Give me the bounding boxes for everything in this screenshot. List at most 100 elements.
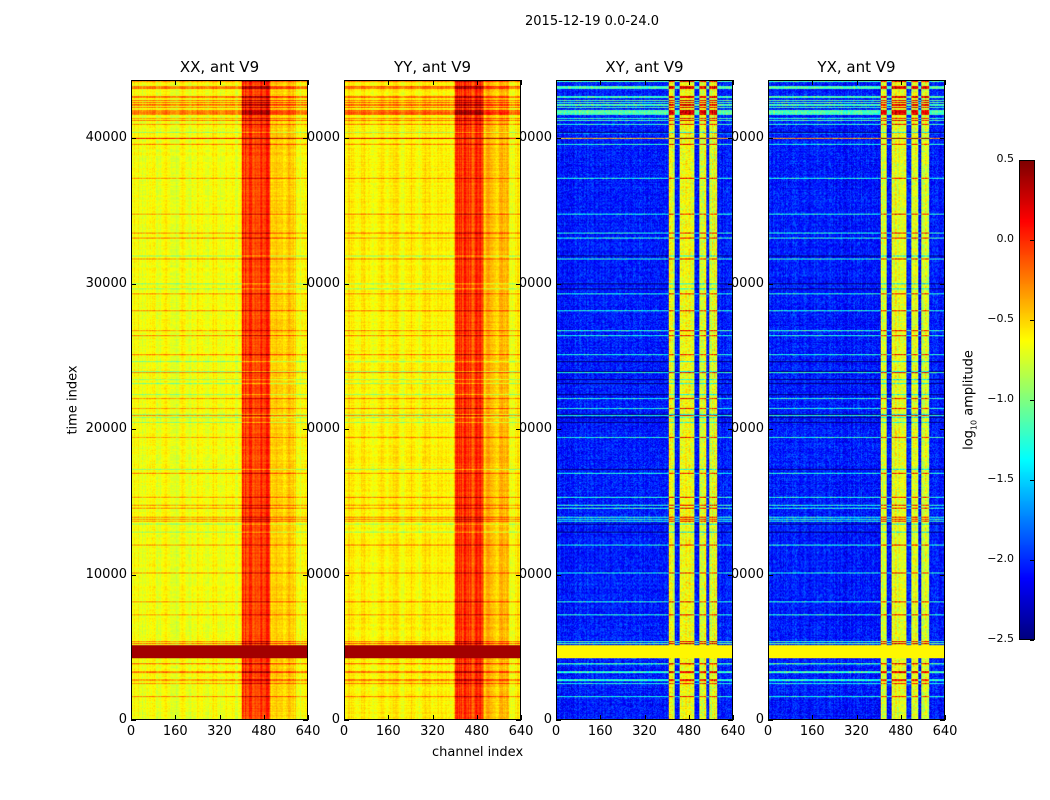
colorbar-tick-label: −2.5 — [987, 632, 1014, 645]
x-tick-mark-top — [476, 80, 478, 85]
y-tick-label: 30000 — [298, 275, 340, 291]
y-tick-mark — [344, 574, 349, 576]
heatmap-yy — [344, 80, 521, 720]
y-tick-label: 20000 — [85, 421, 127, 437]
x-tick-mark — [812, 715, 814, 720]
colorbar-tick-mark — [1030, 160, 1034, 161]
y-tick-mark — [556, 429, 561, 431]
colorbar-label-sub: 10 — [969, 419, 979, 431]
panel-title-xx: XX, ant V9 — [179, 58, 260, 76]
y-tick-mark-right — [940, 720, 945, 721]
x-tick-label: 320 — [632, 724, 657, 739]
x-tick-mark-top — [644, 80, 646, 85]
colorbar-tick-label: −0.5 — [987, 312, 1014, 325]
x-tick-label: 640 — [295, 724, 321, 739]
y-tick-mark-right — [728, 574, 733, 576]
y-tick-mark — [344, 283, 349, 285]
colorbar-label-rest: amplitude — [961, 350, 977, 420]
colorbar-tick-label: −2.0 — [987, 552, 1014, 565]
colorbar-tick-mark — [1030, 400, 1034, 401]
y-tick-mark-right — [940, 574, 945, 576]
x-tick-label: 320 — [420, 724, 445, 739]
y-tick-mark — [344, 720, 349, 721]
colorbar-gradient — [1020, 161, 1034, 639]
x-tick-mark — [688, 715, 690, 720]
y-tick-mark — [768, 138, 773, 140]
x-tick-mark — [388, 715, 390, 720]
colorbar-tick-label: −1.5 — [987, 472, 1014, 485]
colorbar-tick-mark — [1030, 320, 1034, 321]
x-tick-mark — [600, 715, 602, 720]
y-tick-mark-right — [940, 283, 945, 285]
y-tick-mark-right — [728, 429, 733, 431]
x-tick-mark-top — [688, 80, 690, 85]
y-tick-mark — [131, 138, 136, 140]
y-tick-label: 30000 — [85, 275, 127, 291]
x-tick-mark-top — [308, 80, 309, 85]
x-tick-label: 480 — [888, 724, 914, 739]
x-tick-mark-top — [521, 80, 522, 85]
x-tick-mark-top — [856, 80, 858, 85]
y-tick-mark-right — [728, 138, 733, 140]
x-tick-mark-top — [263, 80, 265, 85]
x-tick-label: 640 — [508, 724, 534, 739]
colorbar-tick-label: 0.5 — [996, 152, 1015, 165]
colorbar-tick-mark — [1030, 480, 1034, 481]
x-tick-mark — [733, 715, 734, 720]
x-tick-mark-top — [812, 80, 814, 85]
x-tick-mark — [521, 715, 522, 720]
heatmap-yx — [768, 80, 945, 720]
x-axis-label: channel index — [432, 745, 524, 760]
y-tick-mark-right — [303, 429, 308, 431]
x-tick-label: 320 — [844, 724, 869, 739]
heatmap-canvas-xx — [132, 81, 307, 719]
y-tick-mark — [556, 283, 561, 285]
y-tick-label: 40000 — [298, 130, 340, 146]
x-tick-mark — [476, 715, 478, 720]
colorbar-label: log10 amplitude — [962, 350, 979, 450]
colorbar-tick-label: −1.0 — [987, 392, 1014, 405]
x-tick-label: 320 — [207, 724, 232, 739]
x-tick-mark — [131, 715, 132, 720]
x-tick-mark — [432, 715, 434, 720]
colorbar-tick-label: 0.0 — [996, 232, 1015, 245]
y-tick-mark-right — [516, 283, 521, 285]
y-tick-mark-right — [303, 574, 308, 576]
x-tick-label: 640 — [720, 724, 746, 739]
y-tick-label: 40000 — [85, 130, 127, 146]
y-tick-mark — [131, 283, 136, 285]
x-tick-label: 480 — [676, 724, 702, 739]
x-tick-label: 0 — [339, 724, 349, 739]
x-tick-label: 160 — [799, 724, 825, 739]
x-tick-mark — [900, 715, 902, 720]
x-tick-label: 0 — [126, 724, 136, 739]
y-tick-mark — [556, 138, 561, 140]
heatmap-xy — [556, 80, 733, 720]
x-tick-mark-top — [388, 80, 390, 85]
x-tick-mark-top — [945, 80, 946, 85]
y-tick-label: 0 — [543, 712, 552, 727]
x-tick-mark-top — [432, 80, 434, 85]
y-tick-mark — [344, 429, 349, 431]
y-tick-mark-right — [940, 429, 945, 431]
y-tick-mark-right — [728, 720, 733, 721]
x-tick-label: 0 — [763, 724, 773, 739]
y-tick-mark — [131, 574, 136, 576]
y-tick-mark — [344, 138, 349, 140]
y-tick-mark — [131, 429, 136, 431]
y-tick-mark — [768, 720, 773, 721]
y-tick-mark-right — [516, 429, 521, 431]
x-tick-label: 160 — [375, 724, 401, 739]
x-tick-mark-top — [175, 80, 177, 85]
y-tick-label: 10000 — [298, 566, 340, 582]
x-tick-mark — [263, 715, 265, 720]
y-tick-mark — [768, 574, 773, 576]
x-tick-label: 480 — [464, 724, 490, 739]
y-tick-mark — [768, 429, 773, 431]
heatmap-canvas-yx — [769, 81, 944, 719]
x-tick-mark-top — [768, 80, 769, 85]
panel-title-yy: YY, ant V9 — [393, 58, 472, 76]
x-tick-mark — [644, 715, 646, 720]
panel-title-yx: YX, ant V9 — [817, 58, 896, 76]
